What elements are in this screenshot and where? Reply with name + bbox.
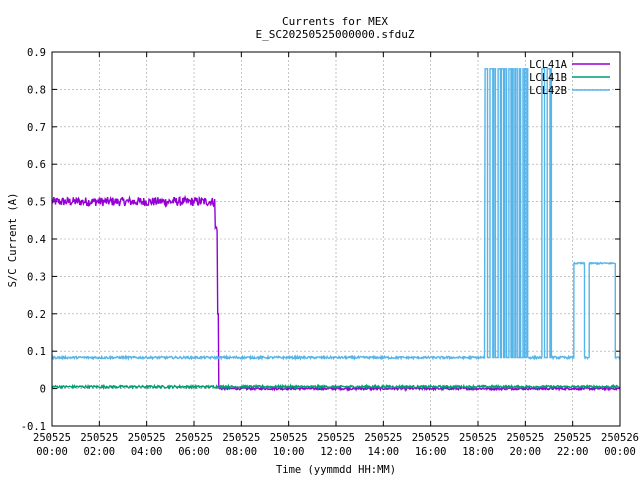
x-tick-time: 08:00: [226, 446, 258, 458]
series-line-lcl41b: [51, 383, 621, 391]
x-tick-date: 250525: [33, 432, 71, 444]
x-tick-time: 06:00: [178, 446, 210, 458]
x-tick-time: 10:00: [273, 446, 305, 458]
x-tick-date: 250525: [80, 432, 118, 444]
legend-label: LCL41B: [529, 72, 567, 84]
x-tick-time: 18:00: [462, 446, 494, 458]
y-tick-label: 0.9: [27, 47, 46, 59]
x-tick-time: 00:00: [36, 446, 68, 458]
x-tick-time: 20:00: [510, 446, 542, 458]
x-tick-date: 250525: [175, 432, 213, 444]
grid: [51, 51, 621, 427]
x-tick-date: 250525: [459, 432, 497, 444]
x-tick-date: 250525: [270, 432, 308, 444]
plot-frame: [51, 51, 621, 427]
x-tick-time: 00:00: [604, 446, 636, 458]
y-tick-label: 0.5: [27, 197, 46, 209]
y-tick-label: 0.7: [27, 122, 46, 134]
x-tick-date: 250525: [412, 432, 450, 444]
x-tick-date: 250525: [128, 432, 166, 444]
y-axis-label: S/C Current (A): [7, 193, 19, 288]
legend-label: LCL41A: [529, 59, 568, 71]
x-ticks: 250525 00:00 250525 02:00 250525 04:00 250525 0…: [33, 52, 639, 458]
x-tick-date: 250525: [554, 432, 592, 444]
y-tick-label: 0.8: [27, 84, 46, 96]
legend-label: LCL42B: [529, 85, 567, 97]
y-tick-label: 0.4: [27, 234, 46, 246]
series-line-lcl42b: [51, 68, 621, 362]
x-tick-time: 04:00: [131, 446, 163, 458]
chart-title: Currents for MEX: [282, 15, 388, 28]
x-tick-time: 12:00: [320, 446, 352, 458]
y-tick-label: 0.3: [27, 271, 46, 283]
x-tick-time: 16:00: [415, 446, 447, 458]
x-tick-date: 250525: [317, 432, 355, 444]
x-axis-label: Time (yymmdd HH:MM): [276, 464, 396, 476]
x-tick-time: 02:00: [84, 446, 116, 458]
y-ticks: -0.1 0 0.1 0.2 0.3 0.4 0.5 0.6 0.7 0.8 0.9: [21, 47, 620, 433]
x-tick-date: 250525: [222, 432, 260, 444]
y-tick-label: 0.2: [27, 309, 46, 321]
series-lines: [51, 68, 621, 393]
y-tick-label: -0.1: [21, 421, 46, 433]
x-tick-date: 250525: [364, 432, 402, 444]
x-tick-time: 14:00: [368, 446, 400, 458]
x-tick-time: 22:00: [557, 446, 589, 458]
y-tick-label: 0.6: [27, 159, 46, 171]
x-tick-date: 250525: [506, 432, 544, 444]
x-tick-date: 250526: [601, 432, 639, 444]
y-tick-label: 0.1: [27, 346, 46, 358]
y-tick-label: 0: [40, 384, 46, 396]
chart-subtitle: E_SC20250525000000.sfduZ: [256, 28, 415, 41]
